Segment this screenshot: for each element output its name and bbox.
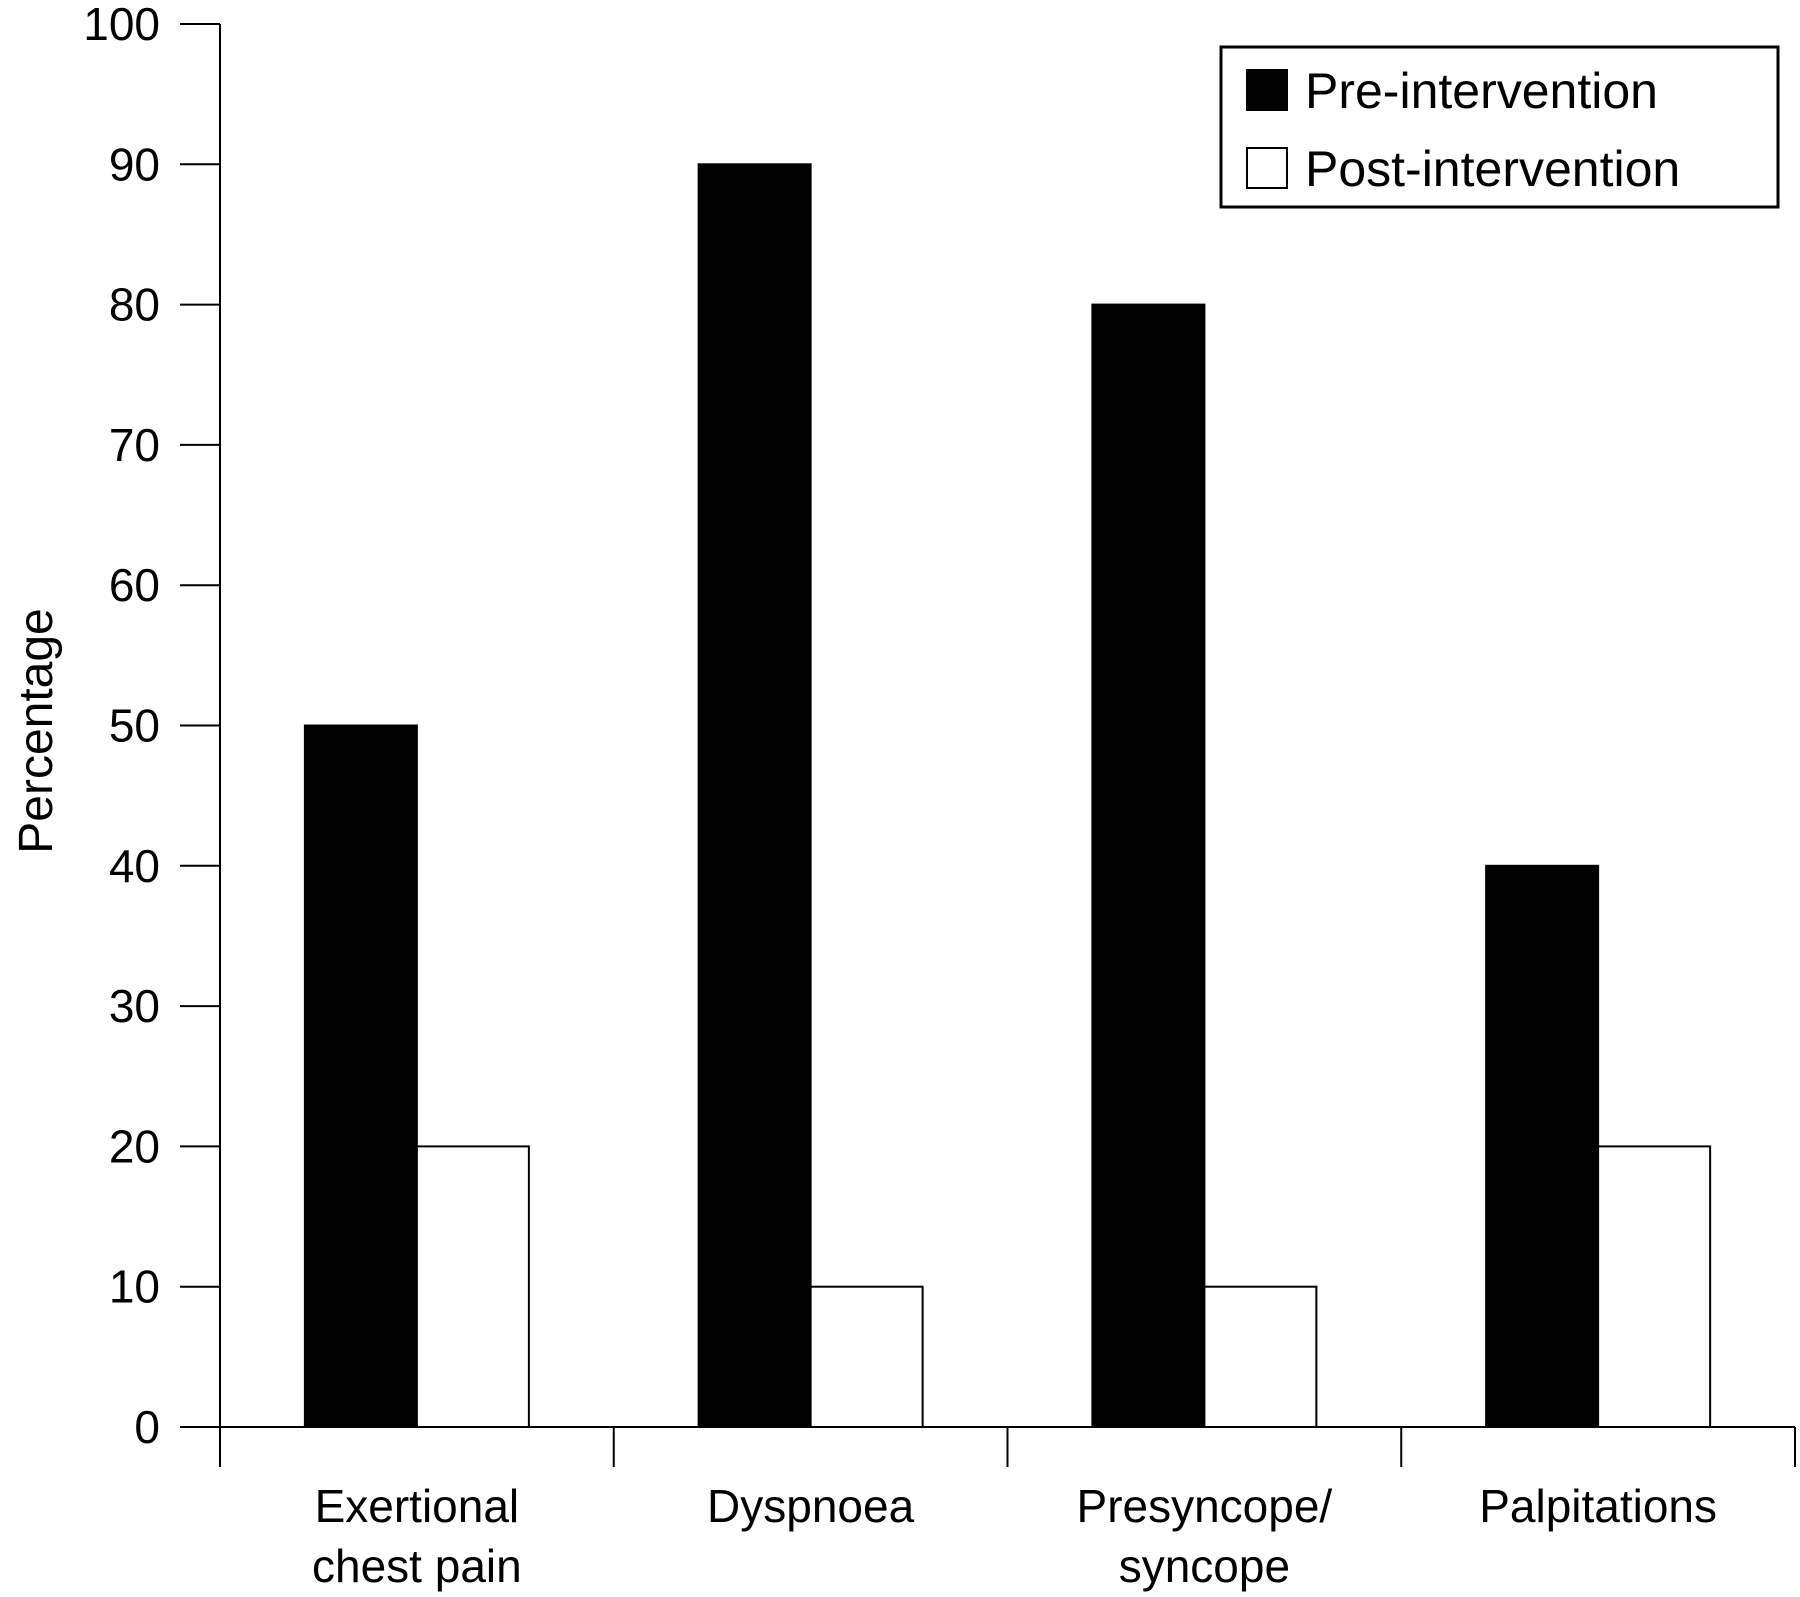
y-tick-label: 10 bbox=[109, 1261, 160, 1313]
x-category-label: Palpitations bbox=[1479, 1480, 1717, 1532]
bar-post-intervention bbox=[1203, 1285, 1318, 1428]
y-tick-label: 30 bbox=[109, 980, 160, 1032]
bar-pre-intervention bbox=[1485, 864, 1600, 1428]
x-category-label: Presyncope/syncope bbox=[1077, 1480, 1333, 1592]
x-category-label: Dyspnoea bbox=[707, 1480, 915, 1532]
x-axis: Exertional chest pain Dyspnoea Presyncope/s… bbox=[219, 1426, 1796, 1592]
bar-post-intervention bbox=[415, 1145, 530, 1429]
y-tick-label: 0 bbox=[134, 1401, 160, 1453]
legend-label: Pre-intervention bbox=[1305, 63, 1658, 119]
y-tick-label: 70 bbox=[109, 419, 160, 471]
y-tick-label: 80 bbox=[109, 279, 160, 331]
y-tick-label: 100 bbox=[83, 0, 160, 50]
y-tick-label: 60 bbox=[109, 559, 160, 611]
legend-swatch-post-intervention bbox=[1246, 147, 1288, 189]
legend-box bbox=[1219, 45, 1780, 209]
y-axis-title: Percentage bbox=[10, 608, 63, 854]
bar-pre-intervention bbox=[303, 724, 418, 1428]
legend-swatch-pre-intervention bbox=[1246, 69, 1288, 111]
bars bbox=[303, 163, 1712, 1429]
y-tick-label: 20 bbox=[109, 1120, 160, 1172]
legend-label: Post-intervention bbox=[1305, 141, 1680, 197]
y-tick-label: 50 bbox=[109, 700, 160, 752]
y-tick-label: 90 bbox=[109, 138, 160, 190]
y-tick-label: 40 bbox=[109, 840, 160, 892]
bar-pre-intervention bbox=[1091, 303, 1206, 1429]
legend: Pre-intervention Post-intervention bbox=[1219, 45, 1780, 209]
bar-pre-intervention bbox=[697, 163, 812, 1428]
x-category-label: Exertional chest pain bbox=[312, 1480, 522, 1592]
bar-post-intervention bbox=[809, 1285, 924, 1428]
y-axis: 0 10 20 30 40 50 60 70 80 90 100 bbox=[83, 0, 221, 1453]
bar-post-intervention bbox=[1597, 1145, 1712, 1429]
